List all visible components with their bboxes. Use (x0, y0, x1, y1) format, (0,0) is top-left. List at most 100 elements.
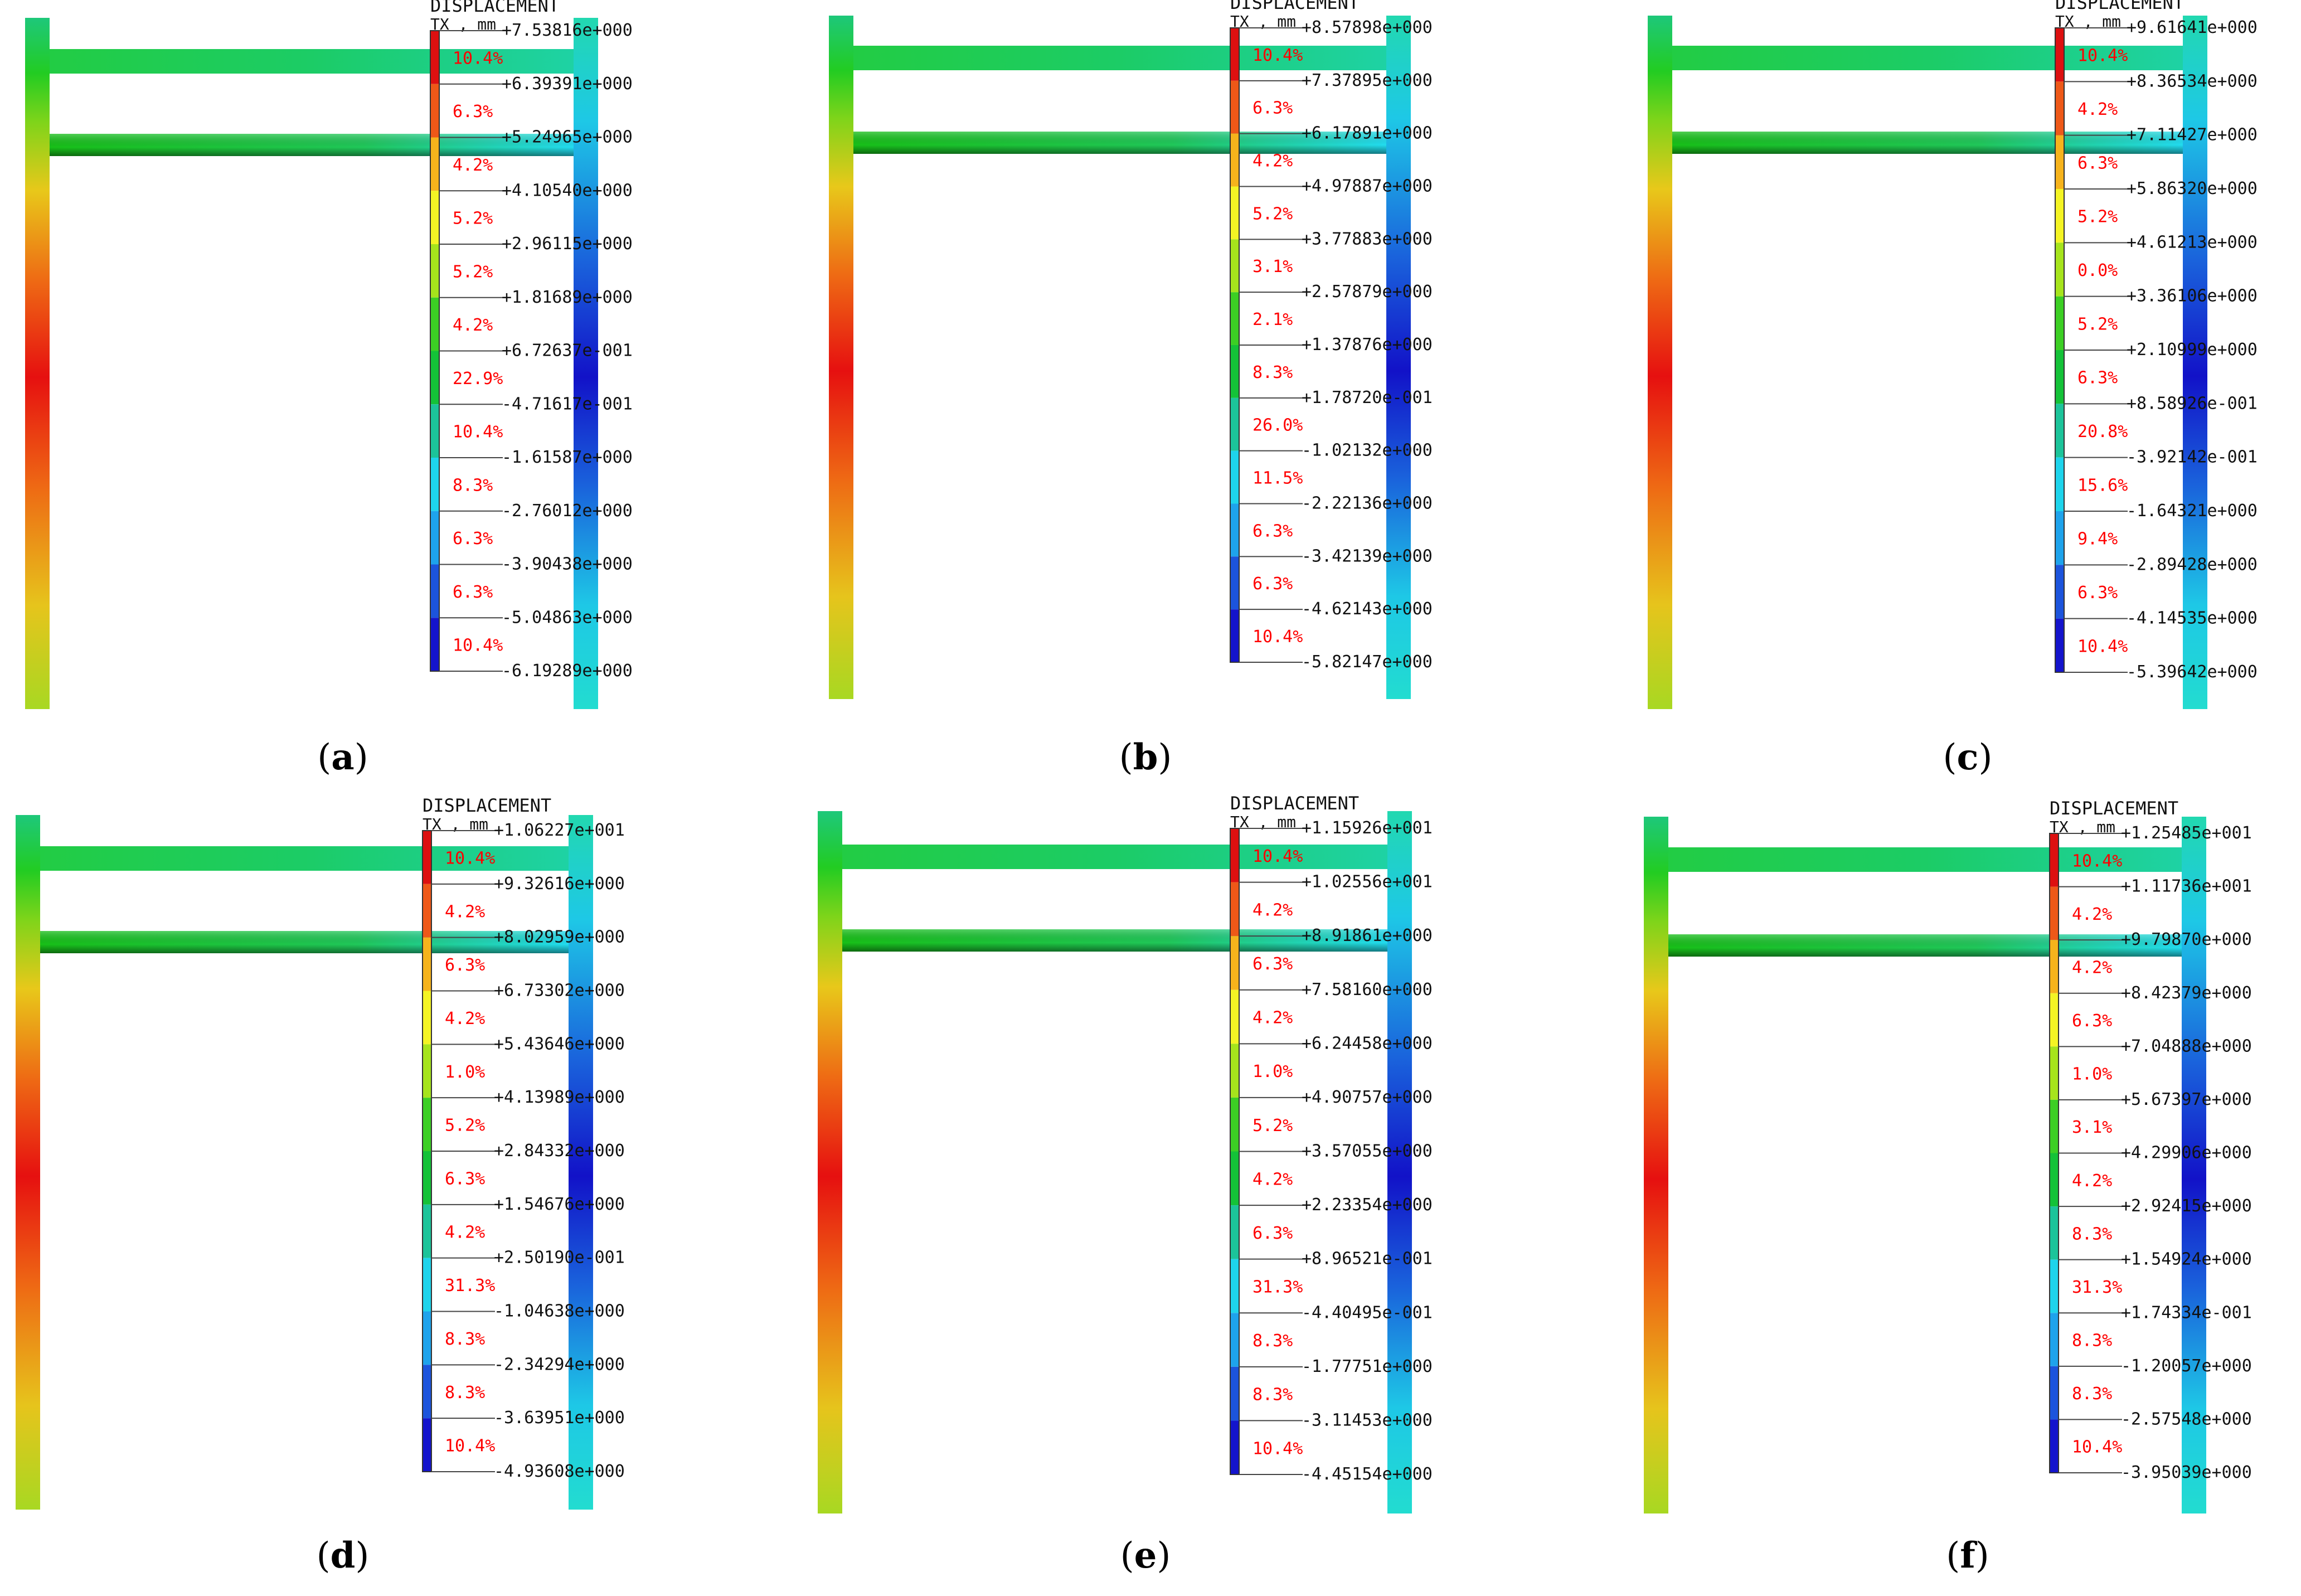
legend-value: +8.57898e+000 (1302, 18, 1433, 37)
legend-value: +9.32616e+000 (494, 874, 625, 894)
legend-percent: 10.4% (453, 636, 503, 656)
legend-color-band (2055, 457, 2064, 511)
legend-title: DISPLACEMENT (1230, 793, 1359, 814)
legend-color-band (2050, 1206, 2059, 1260)
legend-value: -3.42139e+000 (1302, 546, 1433, 566)
panel-caption: (f) (1946, 1535, 1989, 1576)
left-column (16, 815, 40, 1510)
legend-percent: 5.2% (1253, 204, 1293, 224)
legend-value: +8.91861e+000 (1302, 926, 1433, 945)
legend-value: -3.90438e+000 (502, 555, 633, 574)
legend-percent: 5.2% (453, 209, 493, 229)
legend-value: +3.36106e+000 (2127, 287, 2258, 306)
legend-color-band (2050, 1366, 2059, 1420)
legend-percent: 6.3% (453, 102, 493, 122)
legend-color-band (430, 458, 439, 511)
legend-color-band (423, 1258, 431, 1312)
legend-color-band (430, 404, 439, 458)
legend-percent: 9.4% (2077, 530, 2118, 549)
legend-percent: 2.1% (1253, 310, 1293, 329)
legend-value: +1.74334e-001 (2121, 1303, 2252, 1322)
legend-value: +3.57055e+000 (1302, 1142, 1433, 1161)
legend-color-band (2055, 135, 2064, 189)
legend-color-band (423, 1365, 431, 1419)
legend-value: +4.29906e+000 (2121, 1143, 2252, 1163)
legend-percent: 4.2% (1253, 1170, 1293, 1189)
legend-percent: 10.4% (453, 423, 503, 442)
legend-color-band (423, 1311, 431, 1365)
legend-percent: 8.3% (445, 1383, 485, 1403)
legend-value: +4.97887e+000 (1302, 177, 1433, 196)
right-column (574, 18, 598, 709)
legend-percent: 8.3% (445, 1330, 485, 1349)
legend-color-band (1230, 936, 1239, 990)
legend-value: -3.63951e+000 (494, 1408, 625, 1428)
legend-value: -3.11453e+000 (1302, 1410, 1433, 1430)
legend-color-band (1230, 397, 1239, 451)
panel-caption: (b) (1119, 736, 1172, 778)
legend-percent: 6.3% (1253, 521, 1293, 541)
legend-percent: 6.3% (2072, 1011, 2112, 1031)
top-beam (853, 46, 1386, 70)
legend-percent: 15.6% (2077, 476, 2128, 495)
legend-value: +7.11427e+000 (2127, 125, 2258, 145)
legend-color-band (1230, 292, 1239, 345)
legend-color-band (1230, 503, 1239, 557)
legend-value: +7.53816e+000 (502, 21, 633, 40)
legend-percent: 6.3% (1253, 1224, 1293, 1243)
legend-percent: 4.2% (1253, 151, 1293, 171)
legend-value: +2.84332e+000 (494, 1141, 625, 1161)
right-column (1386, 16, 1411, 699)
legend-value: +2.57879e+000 (1302, 282, 1433, 302)
legend-percent: 10.4% (2077, 637, 2128, 656)
legend-color-band (1230, 828, 1239, 882)
panel-caption-letter: e (1134, 1535, 1157, 1576)
legend-color-band (1230, 609, 1239, 662)
legend-color-band (2050, 1099, 2059, 1153)
legend-percent: 4.2% (2077, 100, 2118, 119)
legend-color-band (1230, 450, 1239, 504)
legend-color-band (1230, 1097, 1239, 1152)
legend-value: +3.77883e+000 (1302, 229, 1433, 249)
frame-structure (16, 815, 593, 1510)
legend-percent: 6.3% (1253, 99, 1293, 118)
legend-percent: 1.0% (445, 1063, 485, 1082)
legend-color-band (423, 1418, 431, 1472)
legend-title: DISPLACEMENT (2050, 798, 2178, 819)
legend-percent: 0.0% (2077, 261, 2118, 280)
legend-value: +2.92415e+000 (2121, 1196, 2252, 1216)
panel-caption-letter: c (1957, 736, 1979, 778)
legend-value: -3.95039e+000 (2121, 1463, 2252, 1482)
legend-value: -1.64321e+000 (2127, 501, 2258, 521)
middle-beam-shading (853, 132, 1386, 154)
panel-caption: (c) (1943, 736, 1993, 778)
legend-value: +6.73302e+000 (494, 981, 625, 1001)
top-beam (40, 846, 569, 871)
legend-color-band (1230, 989, 1239, 1044)
top-beam (1668, 847, 2182, 872)
legend-color-band (430, 511, 439, 565)
legend-value: -5.04863e+000 (502, 608, 633, 627)
right-column (2182, 817, 2206, 1513)
legend-title: DISPLACEMENT (423, 795, 551, 816)
legend-percent: 8.3% (1253, 363, 1293, 382)
legend-value: -4.45154e+000 (1302, 1464, 1433, 1484)
legend-value: +1.11736e+001 (2121, 877, 2252, 896)
legend-percent: 6.3% (2077, 583, 2118, 603)
legend-value: -2.34294e+000 (494, 1355, 625, 1374)
legend-value: -4.93608e+000 (494, 1462, 625, 1481)
legend-color-band (430, 244, 439, 298)
legend-percent: 6.3% (2077, 368, 2118, 388)
legend-value: -2.89428e+000 (2127, 555, 2258, 574)
legend-value: -1.04638e+000 (494, 1302, 625, 1321)
legend-percent: 31.3% (445, 1276, 495, 1296)
legend-color-band (423, 884, 431, 938)
legend-value: +7.58160e+000 (1302, 980, 1433, 1000)
legend-value: +8.36534e+000 (2127, 71, 2258, 91)
legend-value: -1.77751e+000 (1302, 1357, 1433, 1376)
